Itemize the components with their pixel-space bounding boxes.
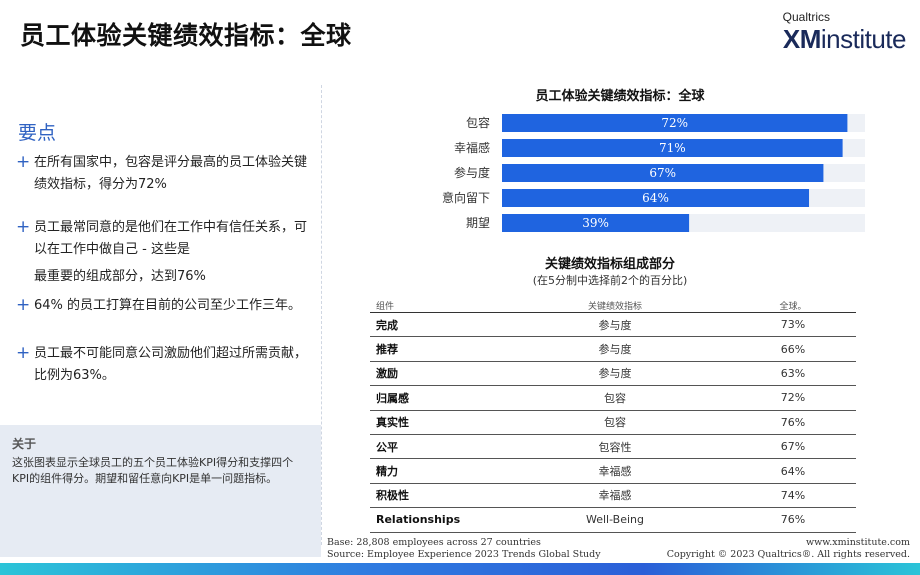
cell-component: 激励 — [376, 367, 398, 381]
table-row: Relationships Well-Being 76% — [370, 508, 856, 533]
cell-kpi: 幸福感 — [598, 489, 632, 503]
cell-kpi: 参与度 — [598, 367, 632, 381]
value-label: 64% — [642, 191, 669, 205]
table-row: 激励 参与度 63% — [370, 362, 856, 387]
cell-global: 67% — [780, 440, 806, 454]
key-point-1: + 在所有国家中，包容是评分最高的员工体验关键绩效指标，得分为72% — [16, 152, 311, 196]
key-point-2-continued: 最重要的组成部分，达到76% — [16, 266, 311, 288]
table-header-row: 组件 关键绩效指标 全球。 — [370, 299, 856, 313]
category-label: 幸福感 — [454, 140, 490, 155]
cell-kpi: 参与度 — [598, 343, 632, 357]
value-label: 71% — [659, 141, 686, 155]
footer-left: Base: 28,808 employees across 27 countri… — [327, 537, 601, 561]
cell-component: 归属感 — [376, 391, 409, 405]
cell-kpi: Well-Being — [585, 513, 644, 527]
table-row: 真实性 包容 76% — [370, 411, 856, 435]
table-subtitle: (在5分制中选择前2个的百分比) — [532, 274, 688, 287]
chart-title: 员工体验关键绩效指标：全球 — [535, 89, 705, 104]
bar-4 — [502, 214, 690, 232]
table-row: 归属感 包容 72% — [370, 386, 856, 411]
cell-global: 63% — [780, 366, 806, 380]
cell-component: 精力 — [376, 465, 398, 479]
about-box: 关于 这张图表显示全球员工的五个员工体验KPI得分和支撑四个KPI的组件得分。期… — [0, 425, 321, 557]
key-point-3: + 64% 的员工打算在目前的公司至少工作三年。 — [16, 295, 311, 317]
value-label: 67% — [649, 166, 676, 180]
bar-3 — [502, 189, 810, 207]
cell-global: 76% — [780, 513, 806, 527]
footer-url[interactable]: www.xminstitute.com — [806, 537, 910, 548]
footer-source: Source: Employee Experience 2023 Trends … — [327, 549, 601, 560]
key-point-2: + 员工最常同意的是他们在工作中有信任关系，可以在工作中做自己 - 这些是 — [16, 217, 311, 261]
page-title: 员工体验关键绩效指标：全球 — [20, 21, 352, 50]
table-row: 完成 参与度 73% — [370, 313, 856, 338]
header-component: 组件 — [376, 302, 395, 312]
footer-right: www.xminstitute.com Copyright © 2023 Qua… — [667, 537, 910, 561]
key-point-text: 最重要的组成部分，达到76% — [34, 269, 206, 284]
bar-2 — [502, 164, 824, 182]
value-label: 72% — [661, 116, 688, 130]
logo-xm-institute-text: XMinstitute — [782, 24, 907, 55]
bar-0 — [502, 114, 848, 132]
logo-institute: institute — [820, 24, 907, 54]
category-label: 意向留下 — [442, 190, 490, 205]
category-label: 包容 — [466, 115, 490, 130]
header-global: 全球。 — [779, 302, 807, 312]
key-point-text: 员工最常同意的是他们在工作中有信任关系，可以在工作中做自己 - 这些是 — [34, 220, 308, 257]
plus-icon: + — [16, 295, 31, 315]
category-label: 参与度 — [454, 165, 490, 180]
vertical-divider — [321, 85, 322, 545]
cell-global: 66% — [780, 342, 806, 356]
bar-1 — [502, 139, 843, 157]
qualtrics-xm-institute-logo: Qualtrics XMinstitute — [746, 10, 907, 60]
key-points-title: 要点 — [18, 122, 57, 144]
kpi-bar-chart: 包容 72% 幸福感 71% 参与度 67% 意向留下 64% 期望 39% — [442, 114, 865, 232]
cell-component: 真实性 — [376, 416, 409, 430]
cell-component: 完成 — [376, 318, 398, 332]
footer-copyright: Copyright © 2023 Qualtrics®. All rights … — [666, 549, 910, 560]
cell-kpi: 参与度 — [598, 318, 632, 332]
bottom-gradient-bar — [0, 563, 920, 575]
cell-global: 76% — [780, 415, 806, 429]
table-body: 完成 参与度 73% 推荐 参与度 66% 激励 参与度 63% 归属感 包容 72% 真实性 包容 76%… — [370, 313, 856, 533]
category-label: 期望 — [466, 216, 490, 230]
plus-icon: + — [16, 343, 31, 363]
footer-base: Base: 28,808 employees across 27 countri… — [327, 537, 541, 548]
logo-qualtrics-text: Qualtrics — [782, 10, 830, 24]
table-title: 关键绩效指标组成部分 — [544, 257, 675, 272]
table-row: 公平 包容性 67% — [370, 435, 856, 460]
about-title: 关于 — [12, 437, 37, 451]
key-point-4: + 员工最不可能同意公司激励他们超过所需贡献，比例为63%。 — [16, 343, 311, 387]
header-kpi: 关键绩效指标 — [587, 302, 642, 312]
kpi-components-table: 组件 关键绩效指标 全球。 完成 参与度 73% 推荐 参与度 66% 激励 参与度 63% 归属… — [370, 299, 856, 533]
table-row: 精力 幸福感 64% — [370, 459, 856, 484]
cell-global: 73% — [780, 318, 806, 332]
key-point-text: 员工最不可能同意公司激励他们超过所需贡献，比例为63%。 — [34, 346, 308, 383]
cell-component: 公平 — [376, 440, 398, 454]
logo-xm: XM — [782, 24, 822, 54]
plus-icon: + — [16, 217, 31, 237]
cell-kpi: 包容 — [604, 391, 626, 405]
plus-icon: + — [16, 152, 31, 172]
cell-global: 72% — [780, 391, 806, 405]
about-text: 这张图表显示全球员工的五个员工体验KPI得分和支撑四个KPI的组件得分。期望和留… — [12, 456, 294, 485]
table-row: 积极性 幸福感 74% — [370, 484, 856, 509]
value-label: 39% — [582, 216, 609, 230]
table-row: 推荐 参与度 66% — [370, 337, 856, 362]
cell-component: Relationships — [376, 513, 461, 527]
cell-component: 推荐 — [376, 343, 398, 357]
cell-global: 74% — [780, 488, 806, 502]
cell-component: 积极性 — [376, 489, 409, 503]
cell-kpi: 幸福感 — [598, 465, 632, 479]
cell-kpi: 包容 — [604, 416, 626, 430]
cell-global: 64% — [780, 464, 806, 478]
key-point-text: 64% 的员工打算在目前的公司至少工作三年。 — [34, 298, 302, 313]
cell-kpi: 包容性 — [598, 440, 632, 454]
key-point-text: 在所有国家中，包容是评分最高的员工体验关键绩效指标，得分为72% — [34, 155, 308, 192]
